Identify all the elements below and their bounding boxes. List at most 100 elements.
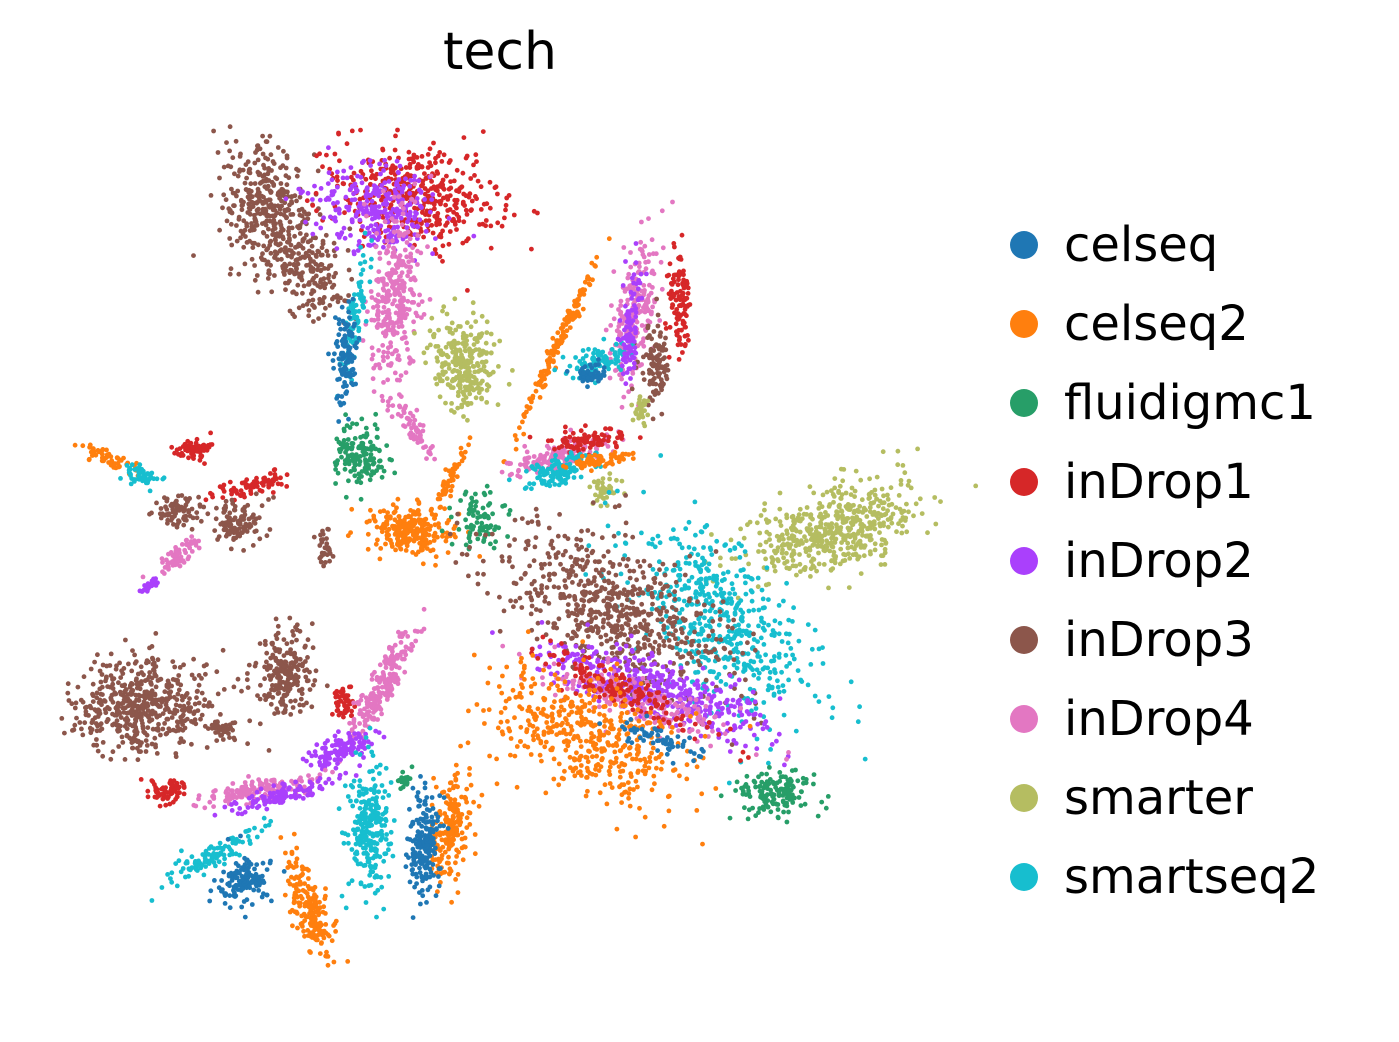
scatter-point: [230, 155, 236, 161]
scatter-point: [487, 501, 493, 506]
scatter-point: [900, 523, 905, 529]
scatter-point: [313, 190, 319, 196]
scatter-point: [325, 195, 331, 201]
scatter-point: [460, 240, 466, 246]
scatter-point: [816, 561, 822, 567]
scatter-point: [472, 369, 478, 375]
scatter-point: [343, 494, 349, 500]
scatter-point: [254, 200, 260, 206]
scatter-point: [829, 715, 835, 721]
scatter-point: [878, 562, 884, 567]
scatter-point: [438, 231, 444, 237]
scatter-point: [346, 478, 351, 484]
scatter-point: [253, 223, 259, 228]
scatter-point: [458, 185, 464, 190]
scatter-point: [777, 506, 783, 512]
scatter-point: [310, 231, 316, 237]
scatter-point: [220, 205, 225, 211]
scatter-point: [462, 203, 467, 208]
scatter-point: [351, 251, 357, 257]
scatter-point: [342, 333, 348, 339]
scatter-point: [438, 182, 443, 188]
scatter-point: [423, 212, 428, 218]
scatter-point: [829, 521, 835, 526]
scatter-point: [411, 509, 416, 515]
scatter-point: [369, 198, 375, 204]
scatter-point: [762, 507, 767, 513]
scatter-point: [433, 160, 438, 166]
scatter-point: [895, 448, 901, 454]
scatter-point: [458, 375, 464, 380]
scatter-point: [327, 303, 333, 308]
scatter-point: [343, 366, 349, 372]
scatter-point: [776, 689, 782, 695]
scatter-point: [373, 541, 379, 547]
scatter-point: [781, 536, 786, 542]
scatter-point: [838, 496, 844, 501]
scatter-point: [380, 343, 386, 348]
scatter-point: [237, 154, 243, 159]
scatter-point: [664, 273, 670, 279]
scatter-point: [356, 462, 362, 467]
scatter-point: [556, 341, 561, 347]
scatter-point: [403, 548, 409, 553]
scatter-point: [648, 290, 654, 296]
scatter-point: [657, 318, 663, 323]
scatter-point: [441, 479, 447, 485]
scatter-point: [280, 187, 286, 193]
scatter-point: [766, 760, 771, 766]
scatter-point: [706, 657, 711, 663]
scatter-point: [486, 515, 491, 521]
scatter-point: [260, 133, 265, 139]
scatter-point: [407, 191, 413, 196]
scatter-point: [381, 380, 386, 385]
scatter-point: [478, 184, 484, 190]
scatter-point: [392, 470, 398, 476]
scatter-point: [488, 350, 494, 356]
scatter-point: [756, 607, 762, 613]
scatter-point: [380, 310, 386, 316]
scatter-point: [437, 254, 443, 259]
scatter-point: [542, 376, 547, 382]
scatter-point: [771, 633, 777, 638]
scatter-point: [832, 476, 838, 481]
scatter-point: [269, 289, 275, 295]
scatter-point: [838, 546, 844, 552]
scatter-point: [316, 316, 321, 321]
scatter-point: [584, 439, 590, 445]
scatter-point: [333, 315, 338, 320]
scatter-point: [482, 492, 488, 498]
scatter-point: [487, 490, 493, 495]
scatter-point: [297, 231, 303, 236]
scatter-point: [628, 376, 633, 381]
scatter-point: [478, 333, 484, 339]
scatter-point: [412, 181, 418, 187]
scatter-point: [334, 461, 340, 467]
scatter-point: [456, 218, 462, 224]
scatter-point: [763, 517, 769, 523]
scatter-point: [318, 186, 324, 191]
scatter-point: [419, 154, 425, 159]
scatter-point: [217, 175, 222, 181]
scatter-point: [425, 152, 431, 157]
scatter-point: [335, 184, 340, 190]
scatter-point: [330, 358, 336, 363]
scatter-point: [853, 468, 859, 474]
scatter-point: [647, 333, 652, 338]
scatter-point: [287, 219, 293, 225]
scatter-point: [389, 351, 395, 357]
scatter-point: [464, 338, 470, 343]
scatter-point: [840, 478, 846, 484]
scatter-point: [296, 225, 302, 231]
scatter-point: [544, 443, 550, 449]
scatter-point: [358, 271, 364, 277]
scatter-point: [467, 347, 473, 353]
scatter-point: [436, 492, 442, 497]
scatter-point: [358, 244, 364, 250]
scatter-point: [423, 218, 429, 224]
scatter-point: [388, 278, 394, 284]
scatter-point: [369, 345, 375, 351]
scatter-point: [266, 226, 271, 232]
scatter-point: [629, 386, 635, 392]
scatter-point: [385, 399, 391, 404]
